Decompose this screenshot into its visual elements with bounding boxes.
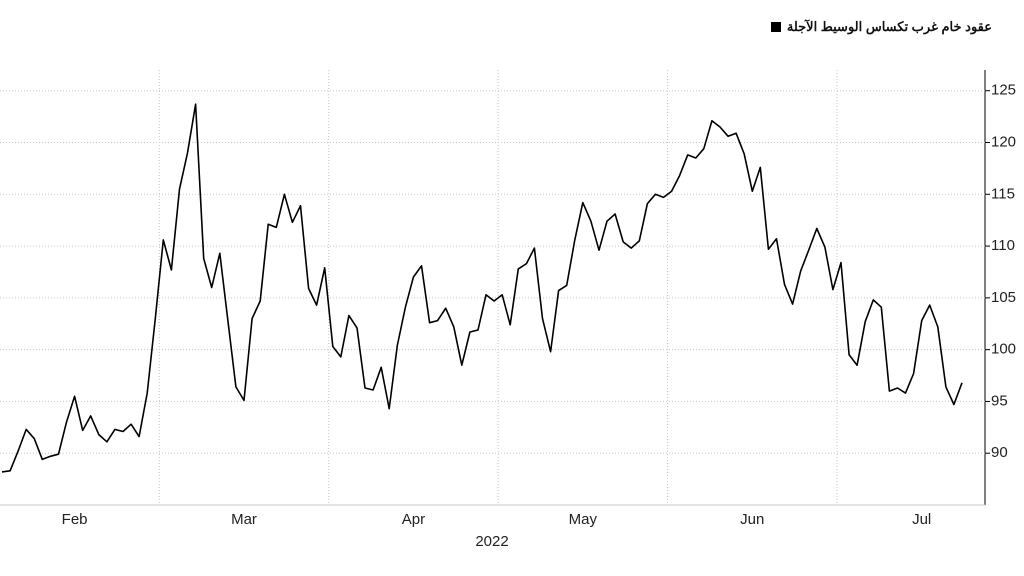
y-tick-label: 120 — [991, 133, 1016, 150]
y-tick-label: 110 — [991, 237, 1015, 254]
legend-label: عقود خام غرب تكساس الوسيط الآجلة — [786, 19, 992, 34]
x-tick-label: Jul — [912, 511, 931, 528]
x-tick-label: May — [569, 511, 598, 528]
y-tick-label: 95 — [991, 392, 1008, 409]
x-tick-label: Feb — [62, 511, 88, 528]
y-tick-label: 115 — [991, 185, 1015, 202]
legend: عقود خام غرب تكساس الوسيط الآجلة — [770, 19, 992, 35]
y-tick-label: 125 — [991, 82, 1016, 99]
x-tick-label: Jun — [740, 511, 764, 528]
legend-swatch — [770, 22, 781, 32]
x-axis-label: 2022 — [475, 533, 508, 550]
price-line — [1, 103, 963, 473]
y-tick-label: 100 — [991, 341, 1016, 358]
y-tick-label: 105 — [991, 289, 1016, 306]
x-tick-label: Apr — [402, 511, 425, 528]
y-tick-label: 90 — [991, 444, 1008, 461]
x-tick-label: Mar — [231, 511, 257, 528]
